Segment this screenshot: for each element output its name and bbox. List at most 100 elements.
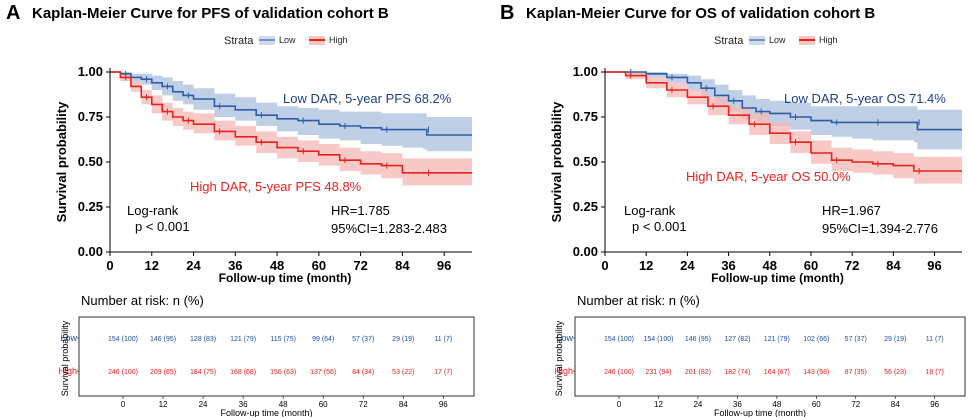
risk-cell-low: 29 (19) [392,336,414,343]
legend-label-high: High [329,35,348,45]
y-tick-label: 1.00 [78,64,103,79]
risk-cell-high: 56 (23) [884,369,906,376]
risk-cell-high: 53 (22) [392,369,414,376]
y-tick-label: 0.25 [573,199,598,214]
risk-x-tick-label: 12 [654,400,663,409]
ci-band-high [110,72,472,186]
risk-cell-low: 146 (95) [685,336,711,343]
risk-x-tick-label: 96 [930,400,939,409]
risk-cell-high: 184 (75) [190,369,216,376]
risk-x-tick-label: 24 [199,400,208,409]
annotation-high: High DAR, 5-year PFS 48.8% [190,179,362,194]
risk-cell-low: 102 (66) [803,336,829,343]
risk-cell-low: 99 (64) [312,336,334,343]
x-tick-label: 12 [145,258,159,273]
annotation-hr: HR=1.967 [822,203,881,218]
x-tick-label: 0 [601,258,608,273]
annotation-ci: 95%CI=1.394-2.776 [822,221,938,236]
annotation-logrank: Log-rank [127,203,179,218]
risk-y-axis-label: Survival probability [554,320,564,396]
x-tick-label: 72 [353,258,367,273]
risk-row-label-high: High [58,366,77,376]
risk-cell-low: 121 (79) [230,336,256,343]
risk-cell-low: 121 (79) [764,336,790,343]
risk-x-tick-label: 0 [121,400,126,409]
risk-cell-high: 231 (94) [645,369,671,376]
risk-row-label-high: High [554,366,573,376]
risk-cell-low: 154 (100) [643,336,673,343]
panel-letter: B [500,2,514,24]
km-curve-low [605,71,962,131]
risk-cell-low: 11 (7) [926,336,944,343]
x-tick-label: 36 [721,258,735,273]
y-tick-label: 0.50 [78,154,103,169]
risk-table-heading: Number at risk: n (%) [81,293,204,308]
x-axis-label: Follow-up time (month) [219,271,352,285]
risk-cell-high: 246 (100) [108,369,138,376]
risk-row-label-low: Low [60,333,77,343]
y-axis-label: Survival probability [549,101,564,222]
risk-table: Number at risk: n (%) Low 154 (100) 154 (10… [554,293,966,417]
risk-cell-high: 87 (35) [845,369,867,376]
x-tick-label: 96 [927,258,941,273]
risk-cell-high: 182 (74) [724,369,750,376]
risk-cell-low: 29 (19) [884,336,906,343]
risk-cell-low: 154 (100) [604,336,634,343]
panel-title: Kaplan-Meier Curve for OS of validation … [526,5,875,22]
risk-cell-low: 128 (83) [190,336,216,343]
risk-cell-high: 137 (56) [310,369,336,376]
x-tick-label: 0 [106,258,113,273]
x-tick-label: 24 [680,258,695,273]
risk-cell-low: 57 (37) [845,336,867,343]
y-axis-label: Survival probability [54,101,69,222]
risk-cell-high: 18 (7) [926,369,944,376]
annotation-logrank: Log-rank [624,203,676,218]
risk-x-tick-label: 72 [359,400,368,409]
x-tick-label: 84 [886,258,901,273]
x-axis-label: Follow-up time (month) [711,271,844,285]
risk-cell-low: 154 (100) [108,336,138,343]
y-tick-label: 0.00 [78,244,103,259]
y-tick-label: 1.00 [573,64,598,79]
risk-table-frame [78,316,475,397]
risk-x-tick-label: 60 [319,400,328,409]
risk-cell-low: 57 (37) [352,336,374,343]
risk-x-axis-label: Follow-up time (month) [220,408,312,417]
risk-x-tick-label: 84 [399,400,408,409]
risk-x-tick-label: 84 [891,400,900,409]
risk-x-tick-label: 72 [851,400,860,409]
risk-table: Number at risk: n (%) Low 154 (100) 146 (95… [58,293,475,417]
annotation-hr: HR=1.785 [331,203,390,218]
x-tick-label: 48 [763,258,777,273]
y-tick-label: 0.00 [573,244,598,259]
risk-cell-high: 209 (85) [150,369,176,376]
x-tick-label: 84 [395,258,410,273]
panel-letter: A [6,2,20,24]
legend-label-high: High [819,35,838,45]
panel-title: Kaplan-Meier Curve for PFS of validation… [32,5,389,22]
y-tick-label: 0.50 [573,154,598,169]
km-curve-high [605,71,962,172]
risk-x-axis-label: Follow-up time (month) [714,408,806,417]
legend-label-low: Low [769,35,786,45]
risk-table-frame [574,316,966,397]
risk-x-tick-label: 48 [279,400,288,409]
risk-cell-low: 11 (7) [434,336,452,343]
legend-title: Strata [714,35,744,47]
risk-cell-high: 168 (68) [230,369,256,376]
annotation-low: Low DAR, 5-year PFS 68.2% [283,91,452,106]
panel-a: A Kaplan-Meier Curve for PFS of validatio… [6,2,475,417]
risk-x-tick-label: 12 [159,400,168,409]
annotation-high: High DAR, 5-year OS 50.0% [686,169,851,184]
ci-band-low [605,72,962,150]
risk-y-axis-label: Survival probability [60,320,70,396]
risk-cell-high: 156 (63) [270,369,296,376]
risk-cell-low: 127 (82) [724,336,750,343]
x-tick-label: 72 [845,258,859,273]
risk-cell-high: 84 (34) [352,369,374,376]
annotation-pvalue: p < 0.001 [135,219,190,234]
legend-band-low [749,36,765,45]
annotation-ci: 95%CI=1.283-2.483 [331,221,447,236]
risk-x-tick-label: 36 [733,400,742,409]
